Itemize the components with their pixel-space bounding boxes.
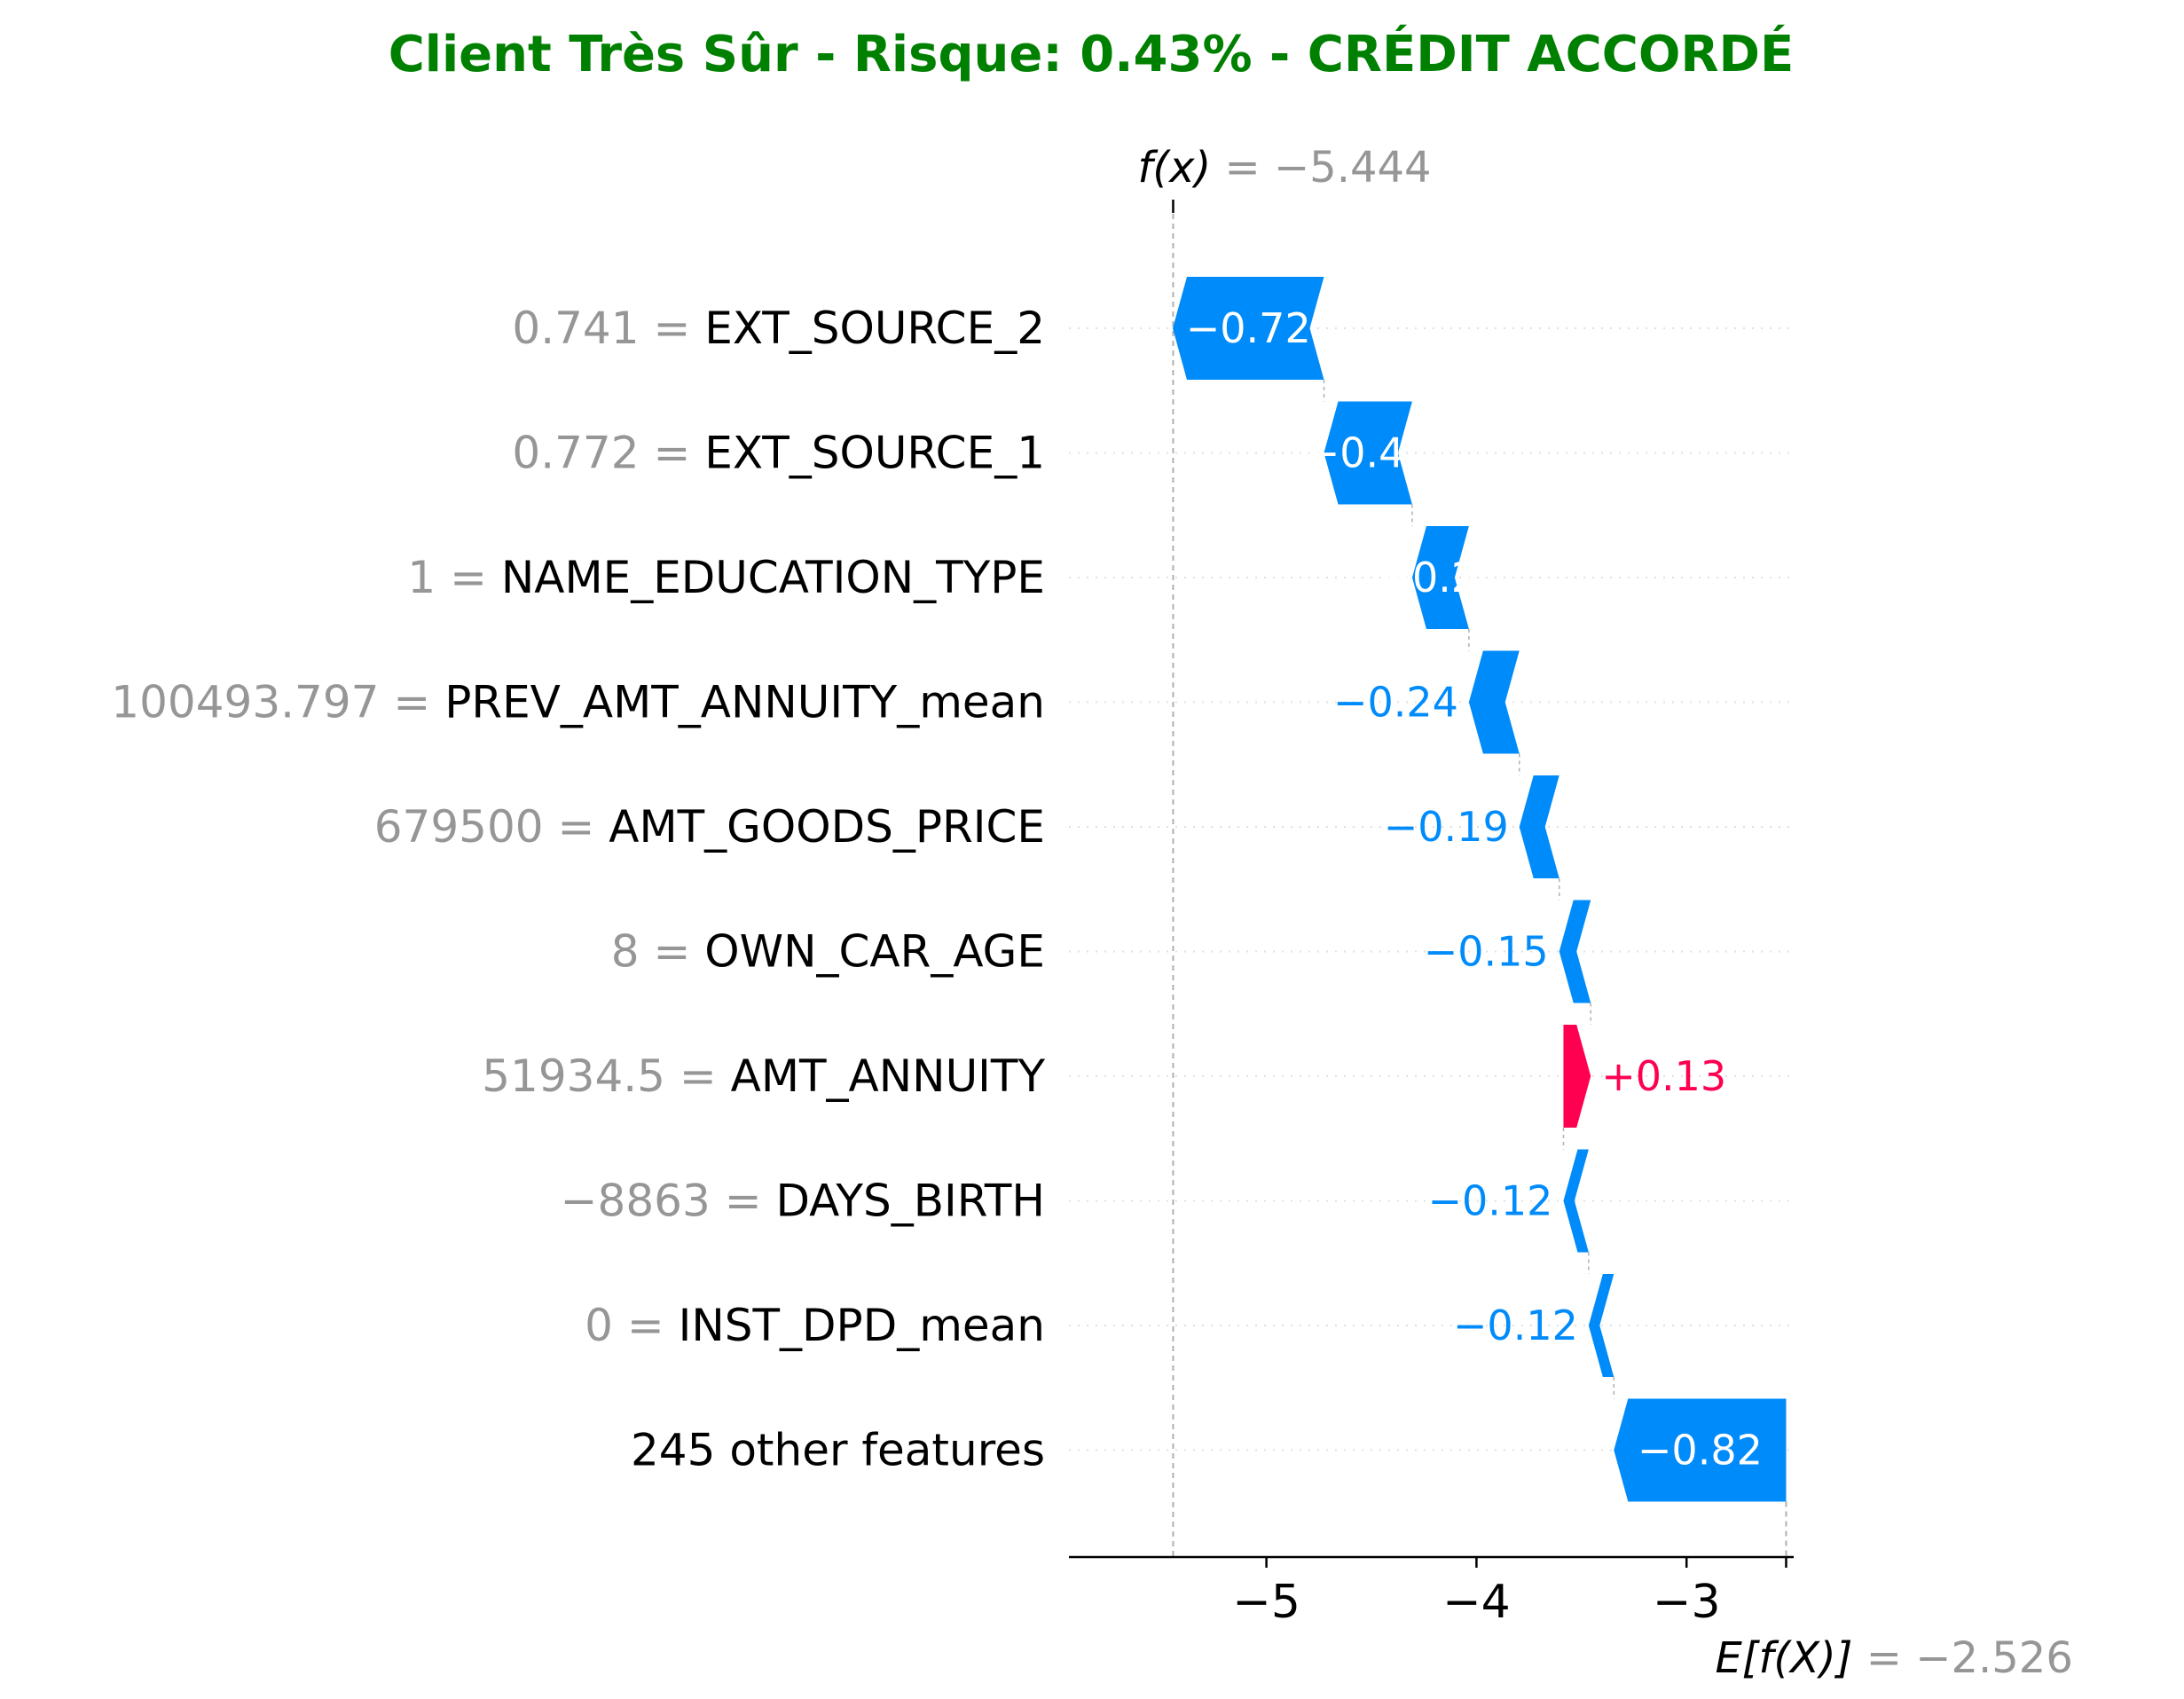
feature-label: −8863 = DAYS_BIRTH: [561, 1176, 1045, 1227]
equals-sign: =: [711, 1176, 776, 1227]
feature-label: 0.741 = EXT_SOURCE_2: [512, 303, 1045, 354]
shap-value-label: −0.24: [1333, 679, 1458, 727]
equals-sign: =: [613, 1300, 679, 1351]
equals-sign: =: [640, 428, 705, 479]
shap-bar: [1519, 775, 1559, 878]
shap-value-label: −0.15: [1424, 928, 1549, 976]
efx-value: = −2.526: [1852, 1633, 2072, 1683]
shap-bar: [1411, 526, 1469, 629]
annotations: f(x) = −5.444 E[f(X)] = −2.526: [1137, 143, 2072, 1683]
equals-sign: =: [544, 801, 609, 853]
feature-name: PREV_AMT_ANNUITY_mean: [444, 677, 1045, 728]
equals-sign: =: [436, 552, 501, 603]
fx-value: = −5.444: [1211, 143, 1431, 193]
reference-lines: [1172, 204, 1787, 1566]
shap-value-label: −0.82: [1638, 1427, 1763, 1475]
shap-value-label: +0.13: [1601, 1052, 1726, 1100]
x-tick-label: −4: [1442, 1576, 1511, 1629]
feature-labels: 0.741 = EXT_SOURCE_2 0.772 = EXT_SOURCE_1…: [111, 303, 1045, 1476]
efx-label: E[f(X)]: [1715, 1633, 1852, 1683]
feature-value: 0: [585, 1300, 613, 1351]
row-gridlines: [1069, 327, 1794, 1451]
feature-name: DAYS_BIRTH: [775, 1176, 1045, 1227]
feature-name: OWN_CAR_AGE: [704, 926, 1045, 978]
x-tick-label: −5: [1232, 1576, 1300, 1629]
shap-value-label: −0.12: [1453, 1302, 1578, 1349]
equals-sign: =: [640, 303, 705, 354]
feature-label: 100493.797 = PREV_AMT_ANNUITY_mean: [111, 677, 1045, 728]
shap-bar: [1614, 1398, 1787, 1502]
feature-name: NAME_EDUCATION_TYPE: [501, 552, 1045, 603]
feature-value: 679500: [374, 801, 544, 853]
feature-value: 0.741: [512, 303, 639, 354]
shap-bar: [1468, 650, 1520, 754]
feature-value: 100493.797: [111, 677, 379, 728]
shap-value-label: −0.19: [1384, 803, 1509, 851]
shap-value-label: −0.12: [1427, 1177, 1552, 1225]
feature-value: 8: [611, 926, 640, 978]
feature-label: 51934.5 = AMT_ANNUITY: [482, 1050, 1045, 1102]
feature-label: 245 other features: [631, 1425, 1045, 1476]
equals-sign: =: [380, 677, 445, 728]
shap-value-label: −0.42: [1306, 429, 1431, 477]
shap-bar: [1559, 900, 1591, 1003]
shap-bar: [1588, 1274, 1614, 1377]
feature-name: AMT_GOODS_PRICE: [609, 801, 1045, 853]
feature-name: EXT_SOURCE_1: [704, 428, 1045, 479]
feature-name: AMT_ANNUITY: [731, 1050, 1046, 1102]
feature-value: 1: [407, 552, 436, 603]
feature-label: 8 = OWN_CAR_AGE: [611, 926, 1045, 978]
feature-name: 245 other features: [631, 1425, 1045, 1476]
x-axis: −5 −4 −3: [1069, 1555, 1794, 1629]
bars: −0.72 −0.42 −0.27 −0.24 −0.19 −0.15 +0.13 −0.12…: [1172, 277, 1787, 1502]
feature-value: 0.772: [512, 428, 639, 479]
chart-title: Client Très Sûr - Risque: 0.43% - CRÉDIT…: [389, 25, 1795, 83]
feature-name: INST_DPD_mean: [679, 1300, 1045, 1351]
shap-bar: [1324, 401, 1412, 505]
feature-name: EXT_SOURCE_2: [704, 303, 1045, 354]
shap-bar: [1172, 277, 1324, 380]
efx-annotation: E[f(X)] = −2.526: [1715, 1633, 2072, 1683]
x-tick-label: −3: [1653, 1576, 1721, 1629]
feature-value: 51934.5: [482, 1050, 665, 1102]
fx-label: f(x): [1137, 143, 1211, 193]
equals-sign: =: [640, 926, 705, 978]
feature-label: 0.772 = EXT_SOURCE_1: [512, 428, 1045, 479]
shap-bar: [1563, 1149, 1589, 1253]
feature-label: 1 = NAME_EDUCATION_TYPE: [407, 552, 1045, 603]
feature-value: −8863: [561, 1176, 711, 1227]
shap-bar: [1563, 1025, 1591, 1128]
equals-sign: =: [665, 1050, 731, 1102]
shap-value-label: −0.27: [1378, 554, 1503, 602]
shap-value-label: −0.72: [1186, 304, 1311, 352]
fx-annotation: f(x) = −5.444: [1137, 143, 1431, 193]
feature-label: 0 = INST_DPD_mean: [585, 1300, 1045, 1351]
feature-label: 679500 = AMT_GOODS_PRICE: [374, 801, 1045, 853]
